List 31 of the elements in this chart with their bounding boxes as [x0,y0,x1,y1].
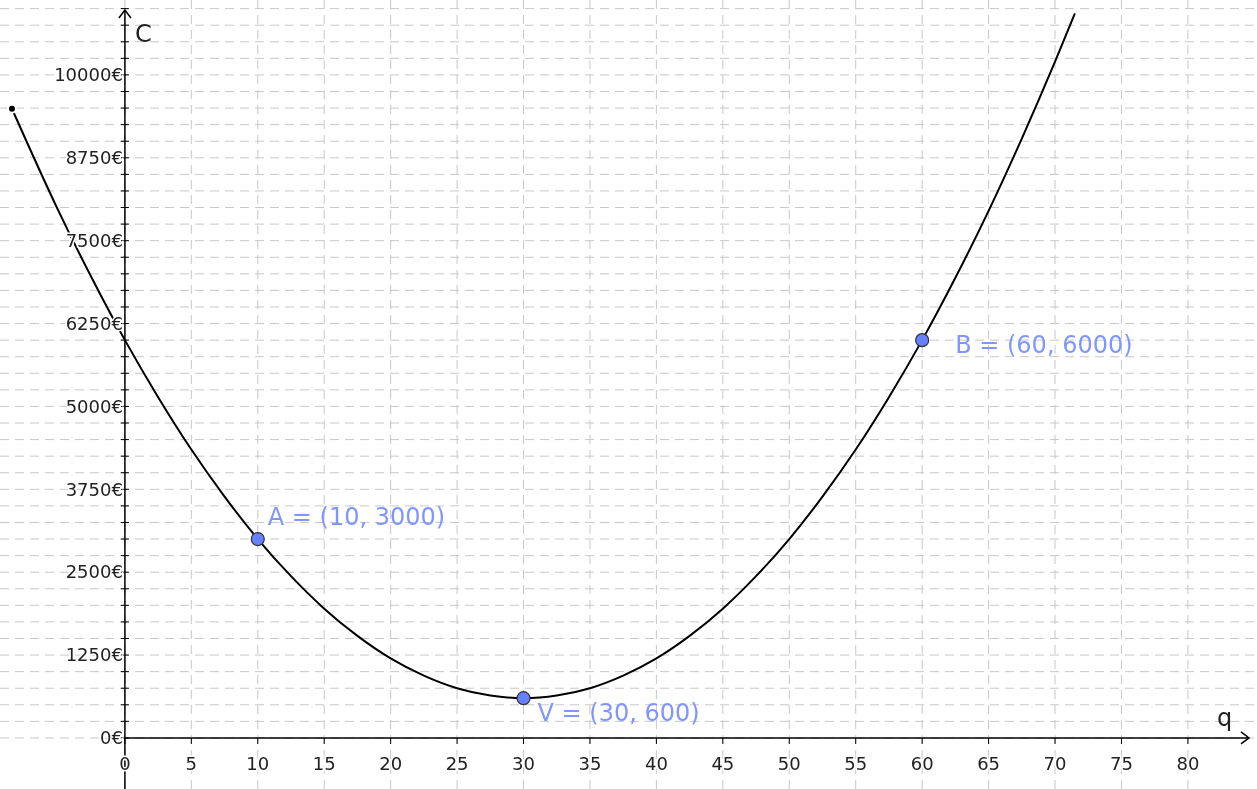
point [915,333,930,348]
y-tick-label: 8750€ [65,147,123,169]
annotation: B = (60, 6000) [955,330,1133,359]
x-tick-label: 20 [379,753,403,775]
x-tick-label: 40 [644,753,668,775]
x-tick-label: 75 [1110,753,1133,775]
annotation: V = (30, 600) [537,698,700,727]
y-tick-label: 1250€ [65,644,123,666]
x-tick-label: 65 [977,753,1001,775]
point [250,531,265,547]
x-tick-label: 5 [185,753,198,775]
y-tick-label: 10000€ [54,64,123,86]
x-tick-label: 25 [445,753,469,775]
annotation: A = (10, 3000) [267,503,446,532]
x-tick-label: 50 [777,753,801,775]
x-tick-label: 55 [844,753,868,775]
y-axis-title: C [134,20,152,48]
x-tick-label: 80 [1176,753,1200,775]
y-tick-label: 0€ [100,727,123,749]
x-tick-label: 35 [578,753,602,775]
point [516,691,531,706]
y-tick-label: 3750€ [65,478,123,500]
x-tick-label: 10 [246,753,270,775]
y-tick-label: 5000€ [65,395,123,417]
x-tick-label: 70 [1043,753,1067,775]
x-tick-label: 60 [910,753,934,775]
x-tick-label: 45 [711,753,735,775]
y-tick-label: 2500€ [65,561,123,583]
x-tick-label: 30 [512,753,535,775]
x-tick-label: 15 [312,753,336,775]
x-axis-title: q [1217,703,1233,732]
